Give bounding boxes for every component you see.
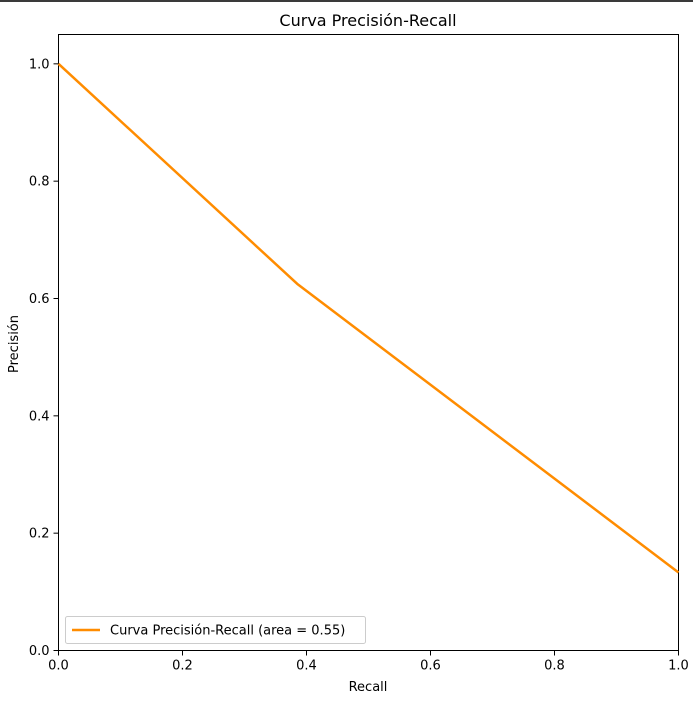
y-axis-ticks: 0.0 0.2 0.4 0.6 0.8 1.0 — [29, 57, 59, 659]
x-axis-label: Recall — [349, 680, 388, 695]
x-tick-label: 0.4 — [296, 659, 317, 674]
y-tick-label: 0.4 — [29, 409, 50, 424]
chart-title: Curva Precisión-Recall — [279, 11, 456, 30]
y-axis-label: Precisión — [7, 315, 22, 373]
y-tick-label: 0.6 — [29, 292, 50, 307]
x-tick-label: 0.6 — [420, 659, 441, 674]
window-top-border — [0, 0, 693, 2]
series-line-0 — [57, 62, 680, 574]
x-tick-label: 1.0 — [668, 659, 689, 674]
legend-label: Curva Precisión-Recall (area = 0.55) — [110, 624, 345, 639]
legend: Curva Precisión-Recall (area = 0.55) — [65, 616, 366, 644]
x-tick-label: 0.2 — [172, 659, 193, 674]
y-tick-label: 1.0 — [29, 57, 50, 72]
legend-box — [65, 616, 366, 644]
x-tick-label: 0.0 — [48, 659, 69, 674]
y-tick-label: 0.0 — [29, 644, 50, 659]
x-axis-ticks: 0.0 0.2 0.4 0.6 0.8 1.0 — [48, 650, 689, 674]
series-layer — [57, 62, 680, 574]
y-tick-label: 0.8 — [29, 175, 50, 190]
plot-area-frame — [58, 34, 679, 651]
x-tick-label: 0.8 — [544, 659, 565, 674]
y-tick-label: 0.2 — [29, 527, 50, 542]
